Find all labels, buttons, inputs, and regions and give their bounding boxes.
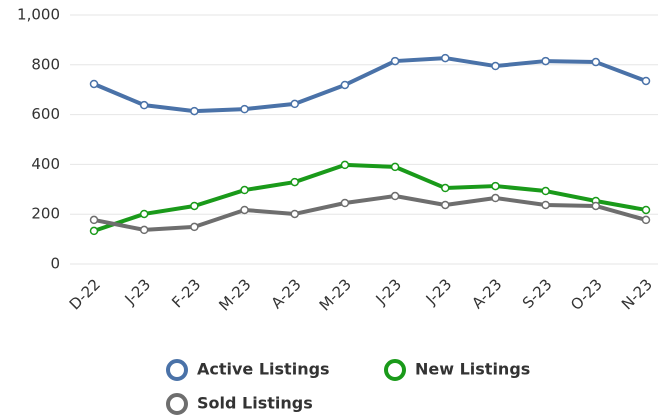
point xyxy=(290,177,299,187)
point xyxy=(340,160,350,170)
point xyxy=(441,200,450,210)
point xyxy=(89,226,99,236)
x-tick-label: A-23 xyxy=(268,275,305,312)
legend-label[interactable]: New Listings xyxy=(415,360,530,379)
legend-marker[interactable] xyxy=(166,393,188,415)
point xyxy=(541,200,550,210)
legend-marker[interactable] xyxy=(384,359,406,381)
point xyxy=(139,225,149,235)
x-tick-label: O-23 xyxy=(567,275,606,314)
y-tick-label: 200 xyxy=(31,205,60,223)
point xyxy=(190,201,199,211)
legend-marker[interactable] xyxy=(166,359,188,381)
point xyxy=(491,61,500,71)
point xyxy=(290,209,299,219)
point xyxy=(541,186,550,196)
point xyxy=(240,185,249,195)
y-tick-label: 0 xyxy=(50,255,60,273)
x-tick-label: S-23 xyxy=(519,275,556,312)
point xyxy=(139,209,149,219)
point xyxy=(591,201,601,211)
point xyxy=(89,215,99,225)
x-tick-label: J-23 xyxy=(422,275,456,309)
legend-label[interactable]: Sold Listings xyxy=(197,394,313,413)
line xyxy=(93,56,647,114)
point xyxy=(190,106,199,116)
point xyxy=(139,100,149,110)
x-tick-label: M-23 xyxy=(215,275,254,314)
point xyxy=(591,57,601,67)
y-tick-label: 400 xyxy=(31,155,60,173)
point xyxy=(190,222,199,232)
line xyxy=(93,194,647,232)
point xyxy=(641,76,651,86)
point xyxy=(240,104,249,114)
x-tick-label: F-23 xyxy=(168,275,204,311)
point xyxy=(340,198,350,208)
point xyxy=(441,53,450,63)
point xyxy=(89,79,99,89)
line xyxy=(93,162,647,233)
point xyxy=(240,205,249,215)
x-tick-label: A-23 xyxy=(468,275,505,312)
y-tick-label: 1,000 xyxy=(17,6,60,24)
point xyxy=(390,56,400,66)
point xyxy=(641,215,651,225)
point xyxy=(390,191,400,201)
point xyxy=(541,56,550,66)
point xyxy=(441,183,450,193)
x-tick-label: D-22 xyxy=(66,275,104,313)
x-tick-label: J-23 xyxy=(121,275,155,309)
y-tick-label: 600 xyxy=(31,105,60,123)
x-tick-label: N-23 xyxy=(618,275,656,313)
x-tick-label: M-23 xyxy=(316,275,355,314)
legend-label[interactable]: Active Listings xyxy=(197,360,330,379)
point xyxy=(641,205,651,215)
point xyxy=(290,99,299,109)
point xyxy=(390,162,400,172)
point xyxy=(491,193,500,203)
point xyxy=(340,80,350,90)
point xyxy=(491,181,500,191)
x-tick-label: J-23 xyxy=(372,275,406,309)
y-tick-label: 800 xyxy=(31,55,60,73)
